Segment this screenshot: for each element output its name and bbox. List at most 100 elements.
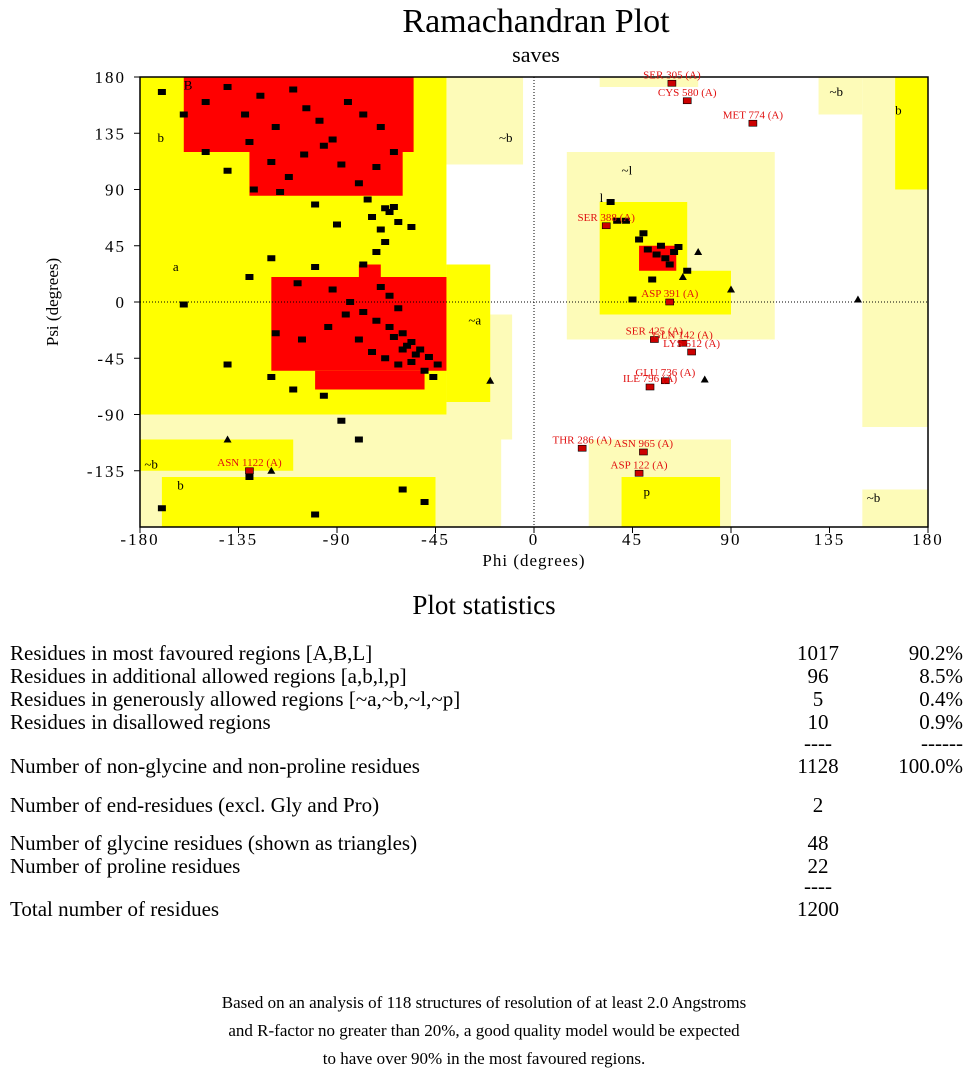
residue-point bbox=[652, 251, 661, 258]
outlier-label: THR 286 (A) bbox=[553, 434, 613, 446]
outlier-label: ASN 1122 (A) bbox=[217, 457, 282, 469]
outlier-label: SER 388 (A) bbox=[578, 212, 636, 224]
region-label: b bbox=[158, 130, 165, 145]
outlier-point bbox=[687, 348, 696, 356]
stats-percent: 8.5% bbox=[919, 664, 963, 688]
outlier-point bbox=[748, 119, 758, 127]
outlier-label: ASP 122 (A) bbox=[611, 459, 668, 471]
stats-percent: 90.2% bbox=[909, 641, 963, 665]
residue-point bbox=[381, 239, 390, 245]
residue-point bbox=[157, 505, 166, 512]
stats-label: Number of non-glycine and non-proline re… bbox=[10, 754, 420, 778]
stats-count: 2 bbox=[813, 793, 824, 817]
residue-point bbox=[665, 261, 674, 268]
residue-point bbox=[297, 336, 306, 343]
region-label: a bbox=[173, 259, 179, 274]
glycine-point bbox=[486, 376, 495, 384]
allowed-region bbox=[621, 477, 721, 527]
residue-point bbox=[613, 217, 622, 224]
stats-label: Number of glycine residues (shown as tri… bbox=[10, 831, 417, 855]
residue-point bbox=[420, 367, 429, 374]
outlier-point bbox=[639, 448, 648, 456]
y-tick-label: 45 bbox=[105, 237, 126, 256]
outlier-point bbox=[634, 469, 644, 477]
generous-region bbox=[599, 77, 699, 87]
residue-point bbox=[245, 139, 254, 145]
region-label: ~b bbox=[499, 130, 513, 145]
outlier-label: ASP 391 (A) bbox=[641, 288, 698, 300]
residue-point bbox=[670, 249, 679, 255]
residue-point bbox=[289, 386, 298, 393]
stats-count: 10 bbox=[808, 710, 829, 734]
stats-count: 1017 bbox=[797, 641, 839, 665]
stats-count: 22 bbox=[808, 854, 829, 878]
residue-point bbox=[201, 99, 210, 105]
residue-point bbox=[319, 392, 328, 399]
outlier-point bbox=[678, 339, 688, 347]
region-label: ~b bbox=[144, 456, 158, 471]
stats-count: 1200 bbox=[797, 897, 839, 921]
residue-point bbox=[372, 164, 381, 170]
residue-point bbox=[319, 142, 328, 149]
stats-count: 48 bbox=[808, 831, 829, 855]
stats-count: 5 bbox=[813, 687, 824, 711]
residue-point bbox=[398, 346, 407, 353]
x-tick-label: 45 bbox=[622, 530, 643, 549]
residue-point bbox=[256, 92, 265, 99]
stats-label: Residues in most favoured regions [A,B,L… bbox=[10, 641, 372, 665]
outlier-label: GLN 142 (A) bbox=[653, 329, 713, 341]
y-tick-label: 90 bbox=[105, 181, 126, 200]
residue-point bbox=[341, 311, 350, 318]
residue-point bbox=[267, 159, 276, 165]
residue-point bbox=[385, 292, 394, 299]
residue-point bbox=[315, 117, 324, 124]
chart-title: Ramachandran Plot bbox=[402, 3, 670, 40]
residue-point bbox=[359, 261, 368, 268]
allowed-region bbox=[895, 77, 928, 190]
glycine-point bbox=[700, 375, 709, 383]
outlier-point bbox=[601, 222, 611, 230]
glycine-point bbox=[727, 285, 735, 293]
residue-point bbox=[343, 99, 352, 105]
residue-point bbox=[223, 167, 232, 174]
residue-point bbox=[201, 149, 210, 155]
residue-point bbox=[376, 124, 385, 130]
residue-point bbox=[683, 267, 692, 274]
region-label: ~b bbox=[830, 84, 844, 99]
residue-point bbox=[403, 342, 412, 349]
residue-point bbox=[381, 355, 390, 362]
residue-point bbox=[420, 499, 429, 505]
residue-point bbox=[389, 334, 398, 340]
residue-point bbox=[346, 299, 355, 305]
region-label: ~l bbox=[622, 163, 633, 178]
outlier-label: LYS 512 (A) bbox=[663, 338, 720, 350]
region-label: b bbox=[177, 478, 184, 493]
outlier-label: SER 425 (A) bbox=[626, 326, 684, 338]
residue-point bbox=[333, 221, 341, 228]
residue-point bbox=[411, 351, 420, 358]
allowed-region bbox=[446, 264, 491, 402]
residue-point bbox=[394, 361, 403, 368]
chart-subtitle: saves bbox=[512, 42, 560, 67]
residue-point bbox=[385, 209, 394, 215]
stats-label: Total number of residues bbox=[10, 897, 219, 921]
y-tick-label: -45 bbox=[97, 349, 126, 368]
residue-point bbox=[324, 324, 333, 330]
residue-point bbox=[284, 174, 293, 180]
residue-point bbox=[241, 111, 250, 118]
outlier-point bbox=[645, 383, 655, 391]
stats-label: Number of proline residues bbox=[10, 854, 240, 878]
outlier-point bbox=[245, 467, 254, 475]
outlier-point bbox=[665, 298, 675, 306]
region-label: p bbox=[643, 484, 650, 499]
residue-point bbox=[267, 374, 276, 380]
residue-point bbox=[249, 186, 258, 193]
glycine-point bbox=[223, 435, 232, 443]
y-tick-label: -90 bbox=[97, 406, 126, 425]
y-tick-label: -135 bbox=[87, 462, 126, 481]
residue-point bbox=[179, 301, 188, 308]
residue-point bbox=[271, 330, 280, 337]
residue-point bbox=[368, 349, 377, 355]
residue-point bbox=[337, 417, 346, 424]
